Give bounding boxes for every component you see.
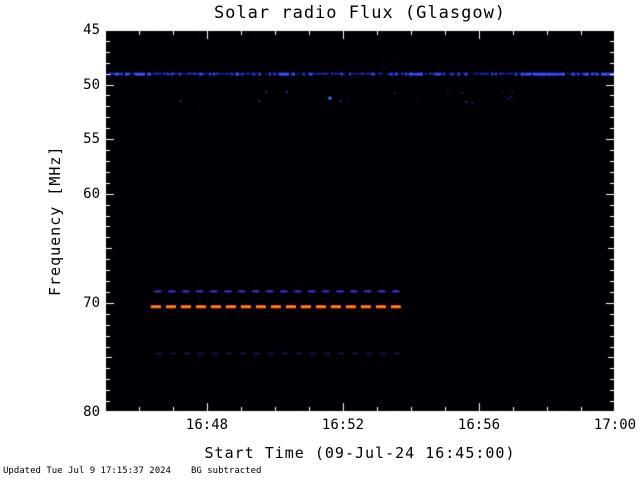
x-tick-label: 17:00 xyxy=(593,417,637,433)
x-axis-label: Start Time (09-Jul-24 16:45:00) xyxy=(204,444,516,462)
y-tick-label: 50 xyxy=(83,76,100,93)
x-tick-label: 16:48 xyxy=(185,417,229,433)
y-tick-label: 80 xyxy=(83,404,100,420)
x-tick-label: 16:52 xyxy=(321,417,365,433)
footer-text: Updated Tue Jul 9 17:15:37 2024 BG subtra… xyxy=(3,466,261,476)
x-tick-label: 16:56 xyxy=(457,417,501,433)
chart-title: Solar radio Flux (Glasgow) xyxy=(213,3,507,23)
spectrogram-canvas xyxy=(105,30,615,412)
y-tick-label: 55 xyxy=(83,131,100,148)
y-tick-label: 45 xyxy=(83,22,100,38)
y-tick-label: 60 xyxy=(83,185,100,202)
y-axis-label: Frequency [MHz] xyxy=(46,145,64,297)
updated-timestamp: Updated Tue Jul 9 17:15:37 2024 xyxy=(3,466,171,476)
bg-subtracted-note: BG subtracted xyxy=(190,466,262,476)
y-tick-label: 70 xyxy=(83,294,100,311)
